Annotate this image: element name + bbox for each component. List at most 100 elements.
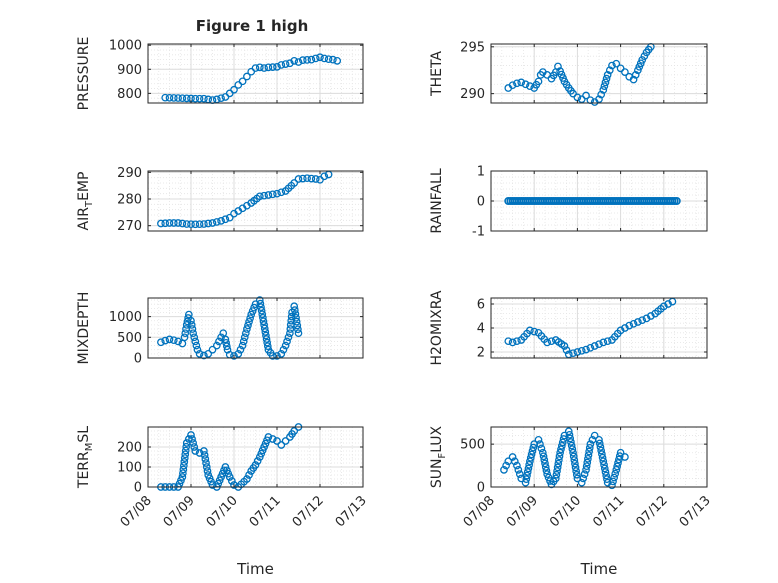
data-point xyxy=(245,471,253,479)
data-point xyxy=(571,463,580,472)
data-point xyxy=(567,441,576,450)
subplot-air_temp: 270 280 290 AIRTEMP xyxy=(76,166,364,234)
y-tick-label: 0 xyxy=(134,481,142,496)
y-tick-label: 1 xyxy=(477,165,485,180)
data-point xyxy=(202,463,211,471)
y-axis-label: SUNFLUX xyxy=(429,425,448,488)
data-point xyxy=(234,350,243,358)
data-point xyxy=(277,61,286,69)
data-point xyxy=(610,473,618,482)
data-point xyxy=(560,342,569,350)
data-point xyxy=(551,474,560,483)
data-point xyxy=(200,94,208,103)
data-point xyxy=(178,473,187,481)
data-point xyxy=(253,457,262,465)
data-point xyxy=(611,469,620,478)
data-point xyxy=(240,333,249,342)
data-point xyxy=(557,70,566,79)
y-axis-label: PRESSURE xyxy=(76,37,92,111)
data-point xyxy=(585,447,593,456)
y-tick-label: 200 xyxy=(117,441,142,456)
data-point xyxy=(200,351,208,360)
data-point xyxy=(538,448,547,457)
data-point xyxy=(547,337,556,346)
data-point xyxy=(204,219,213,228)
data-point xyxy=(281,437,290,445)
data-point xyxy=(595,436,603,444)
data-point xyxy=(609,477,617,486)
data-point xyxy=(557,445,565,454)
data-point xyxy=(290,57,299,65)
plot-area xyxy=(491,44,707,103)
data-point xyxy=(595,95,603,104)
y-label-part: EMP xyxy=(76,172,92,201)
axes-box xyxy=(490,43,708,104)
data-point xyxy=(273,352,281,360)
data-point xyxy=(569,452,578,461)
data-point xyxy=(526,454,535,462)
data-point xyxy=(559,74,567,82)
subplot-terr_msl: 0 100 200 07/08 07/09 07/10 07/11 07/12 07/13 Tim… xyxy=(76,423,370,578)
data-point xyxy=(222,338,230,347)
data-point xyxy=(605,66,614,75)
data-point xyxy=(612,59,621,68)
data-point xyxy=(603,337,612,346)
data-point xyxy=(571,459,579,468)
data-point xyxy=(185,435,193,443)
y-tick-label: 290 xyxy=(117,166,142,181)
y-label-part: THETA xyxy=(429,51,445,97)
data-point xyxy=(260,191,268,200)
data-point xyxy=(247,310,256,319)
y-axis-label: AIRTEMP xyxy=(76,172,95,231)
data-point xyxy=(608,61,616,70)
x-tick-label: 07/09 xyxy=(504,493,541,530)
data-point xyxy=(192,341,201,350)
data-point xyxy=(195,94,204,103)
data-point xyxy=(245,317,253,326)
x-tick-label: 07/12 xyxy=(290,493,327,530)
data-point xyxy=(277,441,286,449)
data-point xyxy=(568,445,577,453)
data-point xyxy=(281,341,290,350)
data-point xyxy=(273,437,281,445)
data-point xyxy=(582,91,590,100)
data-point xyxy=(526,457,534,466)
axes-box xyxy=(490,426,708,488)
y-label-part: PRESSURE xyxy=(76,37,92,111)
y-label-part: LUX xyxy=(429,425,445,452)
data-point xyxy=(565,431,574,439)
data-point xyxy=(191,220,200,229)
data-point xyxy=(179,461,188,470)
y-tick-label: 500 xyxy=(117,331,142,346)
data-point xyxy=(191,94,200,103)
data-point xyxy=(239,337,248,346)
data-point xyxy=(292,317,301,326)
data-point xyxy=(169,94,178,102)
y-label-part: H2OMIXRA xyxy=(429,290,445,365)
data-point xyxy=(165,219,174,227)
data-point xyxy=(635,62,644,71)
data-point xyxy=(320,172,329,181)
data-point xyxy=(174,94,182,102)
data-point xyxy=(221,215,230,224)
x-tick-label: 07/08 xyxy=(461,493,498,530)
data-point xyxy=(523,468,532,476)
data-point xyxy=(500,466,508,474)
data-point xyxy=(268,190,277,199)
y-axis-label: TERRMSL xyxy=(76,426,95,489)
data-point xyxy=(562,346,571,355)
axes-box xyxy=(147,426,364,488)
y-label-part: SUN xyxy=(429,459,445,489)
axes-box xyxy=(147,297,364,359)
data-point xyxy=(556,67,564,76)
data-point xyxy=(260,324,269,333)
data-point xyxy=(293,321,302,330)
data-point xyxy=(553,467,561,475)
data-point xyxy=(283,337,291,346)
data-point xyxy=(534,436,543,444)
data-point xyxy=(554,62,562,71)
y-tick-label: 6 xyxy=(477,298,485,313)
data-point xyxy=(281,60,290,68)
data-point xyxy=(536,440,544,448)
data-point xyxy=(316,53,324,62)
